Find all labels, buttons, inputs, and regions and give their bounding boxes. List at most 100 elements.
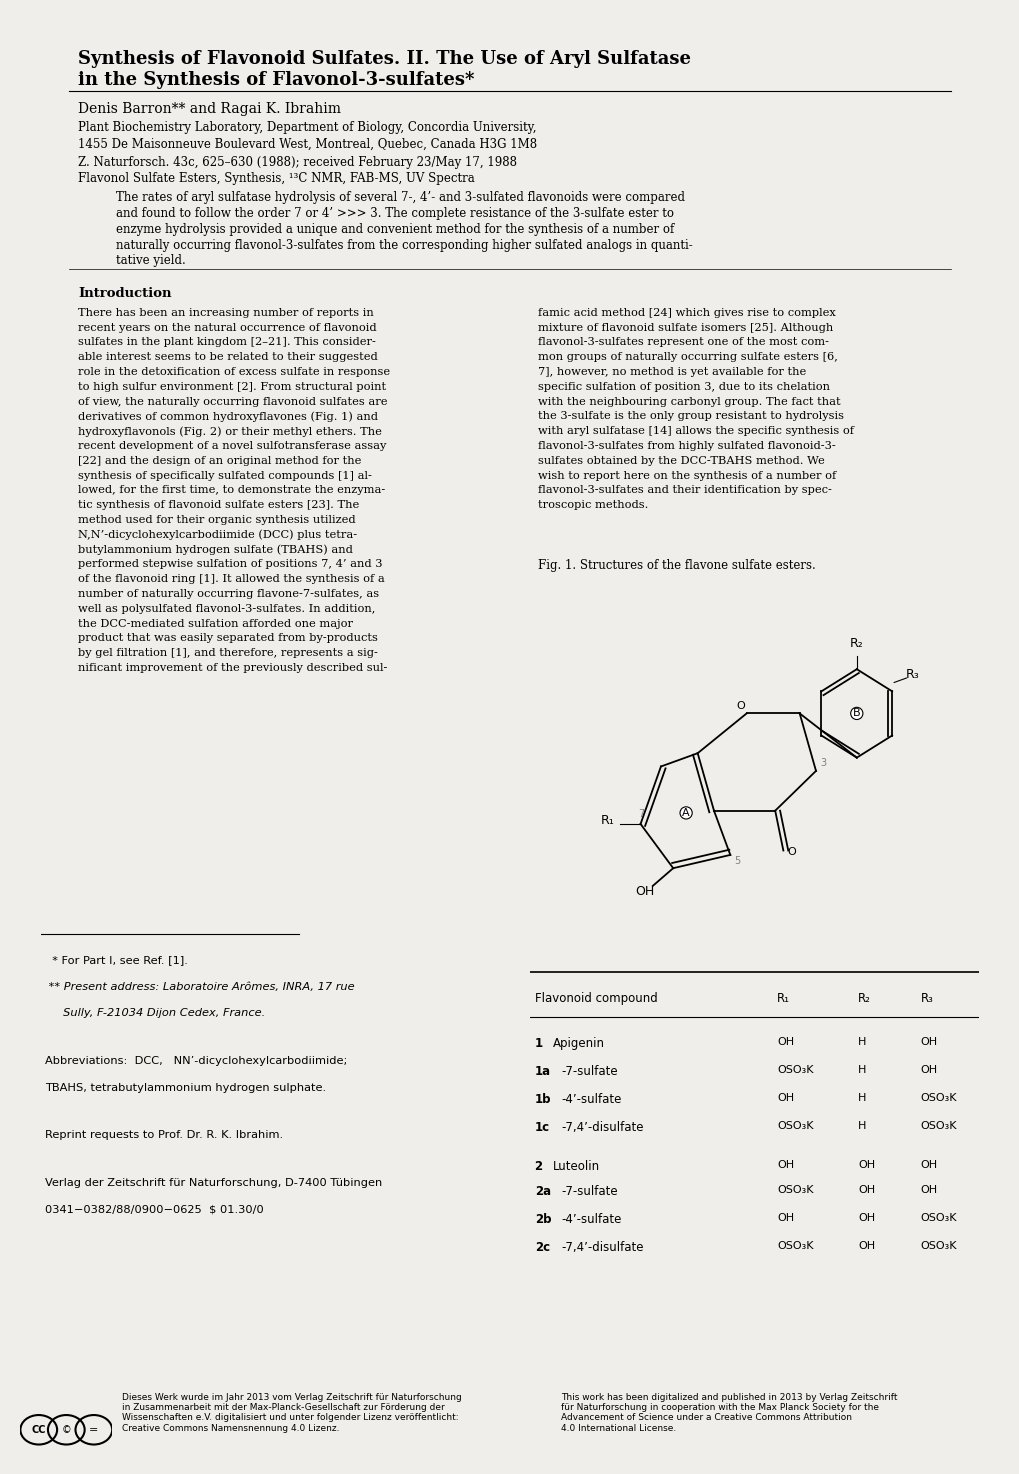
Text: =: = <box>89 1425 99 1434</box>
Text: R₂: R₂ <box>857 992 870 1005</box>
Text: OH: OH <box>857 1160 874 1170</box>
Text: Denis Barron** and Ragai K. Ibrahim: Denis Barron** and Ragai K. Ibrahim <box>78 102 341 116</box>
Text: hydroxyflavonols (Fig. 2) or their methyl ethers. The: hydroxyflavonols (Fig. 2) or their methy… <box>78 426 382 436</box>
Text: ©: © <box>61 1425 71 1434</box>
Text: Reprint requests to Prof. Dr. R. K. Ibrahim.: Reprint requests to Prof. Dr. R. K. Ibra… <box>46 1131 283 1141</box>
Text: ** Present address: Laboratoire Arômes, INRA, 17 rue: ** Present address: Laboratoire Arômes, … <box>46 982 355 992</box>
Text: OSO₃K: OSO₃K <box>920 1241 957 1251</box>
Text: Synthesis of Flavonoid Sulfates. II. The Use of Aryl Sulfatase: Synthesis of Flavonoid Sulfates. II. The… <box>78 50 691 68</box>
Text: -7,4’-disulfate: -7,4’-disulfate <box>561 1120 644 1134</box>
Text: 3: 3 <box>819 759 825 768</box>
Text: tic synthesis of flavonoid sulfate esters [23]. The: tic synthesis of flavonoid sulfate ester… <box>78 500 360 510</box>
Text: R₃: R₃ <box>920 992 932 1005</box>
Text: OSO₃K: OSO₃K <box>920 1120 957 1131</box>
Text: OH: OH <box>776 1092 794 1103</box>
Text: [22] and the design of an original method for the: [22] and the design of an original metho… <box>78 455 362 466</box>
Text: 7: 7 <box>638 809 644 820</box>
Text: with aryl sulfatase [14] allows the specific synthesis of: with aryl sulfatase [14] allows the spec… <box>538 426 853 436</box>
Text: -7,4’-disulfate: -7,4’-disulfate <box>561 1241 644 1254</box>
Text: derivatives of common hydroxyflavones (Fig. 1) and: derivatives of common hydroxyflavones (F… <box>78 411 378 422</box>
Text: the DCC-mediated sulfation afforded one major: the DCC-mediated sulfation afforded one … <box>78 619 353 628</box>
Text: The rates of aryl sulfatase hydrolysis of several 7-, 4’- and 3-sulfated flavono: The rates of aryl sulfatase hydrolysis o… <box>116 192 684 205</box>
Text: 1b: 1b <box>534 1092 551 1106</box>
Text: R₁: R₁ <box>600 814 614 827</box>
Text: 5: 5 <box>734 856 740 865</box>
Text: able interest seems to be related to their suggested: able interest seems to be related to the… <box>78 352 378 363</box>
Text: mon groups of naturally occurring sulfate esters [6,: mon groups of naturally occurring sulfat… <box>538 352 838 363</box>
Text: role in the detoxification of excess sulfate in response: role in the detoxification of excess sul… <box>78 367 390 377</box>
Text: Verlag der Zeitschrift für Naturforschung, D-7400 Tübingen: Verlag der Zeitschrift für Naturforschun… <box>46 1178 382 1188</box>
Text: Fig. 1. Structures of the flavone sulfate esters.: Fig. 1. Structures of the flavone sulfat… <box>538 559 815 572</box>
Text: OSO₃K: OSO₃K <box>776 1241 813 1251</box>
Text: number of naturally occurring flavone-7-sulfates, as: number of naturally occurring flavone-7-… <box>78 590 379 598</box>
Text: well as polysulfated flavonol-3-sulfates. In addition,: well as polysulfated flavonol-3-sulfates… <box>78 604 375 613</box>
Text: 2b: 2b <box>534 1213 551 1226</box>
Text: * For Part I, see Ref. [1].: * For Part I, see Ref. [1]. <box>46 955 189 965</box>
Text: synthesis of specifically sulfated compounds [1] al-: synthesis of specifically sulfated compo… <box>78 470 372 481</box>
Text: recent years on the natural occurrence of flavonoid: recent years on the natural occurrence o… <box>78 323 377 333</box>
Text: flavonol-3-sulfates from highly sulfated flavonoid-3-: flavonol-3-sulfates from highly sulfated… <box>538 441 836 451</box>
Text: Luteolin: Luteolin <box>552 1160 599 1173</box>
Text: wish to report here on the synthesis of a number of: wish to report here on the synthesis of … <box>538 470 836 481</box>
Text: This work has been digitalized and published in 2013 by Verlag Zeitschrift
für N: This work has been digitalized and publi… <box>560 1393 897 1433</box>
Text: OH: OH <box>857 1241 874 1251</box>
Text: Z. Naturforsch. 43c, 625–630 (1988); received February 23/May 17, 1988: Z. Naturforsch. 43c, 625–630 (1988); rec… <box>78 156 517 168</box>
Text: OH: OH <box>920 1185 937 1195</box>
Text: OSO₃K: OSO₃K <box>776 1185 813 1195</box>
Text: recent development of a novel sulfotransferase assay: recent development of a novel sulfotrans… <box>78 441 386 451</box>
Text: 2c: 2c <box>534 1241 549 1254</box>
Text: method used for their organic synthesis utilized: method used for their organic synthesis … <box>78 514 356 525</box>
Text: lowed, for the first time, to demonstrate the enzyma-: lowed, for the first time, to demonstrat… <box>78 485 385 495</box>
Text: in the Synthesis of Flavonol-3-sulfates*: in the Synthesis of Flavonol-3-sulfates* <box>78 71 474 88</box>
Text: OH: OH <box>920 1064 937 1075</box>
Text: O: O <box>736 702 744 710</box>
Text: O: O <box>787 848 795 856</box>
Text: Flavonoid compound: Flavonoid compound <box>534 992 657 1005</box>
Text: -4’-sulfate: -4’-sulfate <box>561 1092 622 1106</box>
Text: by gel filtration [1], and therefore, represents a sig-: by gel filtration [1], and therefore, re… <box>78 649 378 659</box>
Text: H: H <box>857 1120 865 1131</box>
Text: 2: 2 <box>534 1160 546 1173</box>
Text: OH: OH <box>635 884 653 898</box>
Text: famic acid method [24] which gives rise to complex: famic acid method [24] which gives rise … <box>538 308 836 318</box>
Text: OH: OH <box>920 1036 937 1047</box>
Text: of view, the naturally occurring flavonoid sulfates are: of view, the naturally occurring flavono… <box>78 397 387 407</box>
Text: H: H <box>857 1036 865 1047</box>
Text: OH: OH <box>776 1213 794 1223</box>
Text: TBAHS, tetrabutylammonium hydrogen sulphate.: TBAHS, tetrabutylammonium hydrogen sulph… <box>46 1082 326 1092</box>
Text: tative yield.: tative yield. <box>116 255 185 267</box>
Text: nificant improvement of the previously described sul-: nificant improvement of the previously d… <box>78 663 387 674</box>
Text: H: H <box>857 1092 865 1103</box>
Text: 1: 1 <box>534 1036 546 1049</box>
Text: sulfates obtained by the DCC-TBAHS method. We: sulfates obtained by the DCC-TBAHS metho… <box>538 455 824 466</box>
Text: 1455 De Maisonneuve Boulevard West, Montreal, Quebec, Canada H3G 1M8: 1455 De Maisonneuve Boulevard West, Mont… <box>78 137 537 150</box>
Text: OSO₃K: OSO₃K <box>920 1213 957 1223</box>
Text: OSO₃K: OSO₃K <box>776 1064 813 1075</box>
Text: 2a: 2a <box>534 1185 550 1198</box>
Text: butylammonium hydrogen sulfate (TBAHS) and: butylammonium hydrogen sulfate (TBAHS) a… <box>78 544 353 556</box>
Text: N,N’-dicyclohexylcarbodiimide (DCC) plus tetra-: N,N’-dicyclohexylcarbodiimide (DCC) plus… <box>78 529 357 541</box>
Text: Dieses Werk wurde im Jahr 2013 vom Verlag Zeitschrift für Naturforschung
in Zusa: Dieses Werk wurde im Jahr 2013 vom Verla… <box>122 1393 462 1433</box>
Text: enzyme hydrolysis provided a unique and convenient method for the synthesis of a: enzyme hydrolysis provided a unique and … <box>116 223 674 236</box>
Text: 1a: 1a <box>534 1064 550 1077</box>
Text: the 3-sulfate is the only group resistant to hydrolysis: the 3-sulfate is the only group resistan… <box>538 411 844 422</box>
Text: mixture of flavonoid sulfate isomers [25]. Although: mixture of flavonoid sulfate isomers [25… <box>538 323 833 333</box>
Text: OH: OH <box>857 1185 874 1195</box>
Text: flavonol-3-sulfates and their identification by spec-: flavonol-3-sulfates and their identifica… <box>538 485 832 495</box>
Text: and found to follow the order 7 or 4’ >>> 3. The complete resistance of the 3-su: and found to follow the order 7 or 4’ >>… <box>116 206 674 220</box>
Text: R₃: R₃ <box>905 668 918 681</box>
Text: -4’-sulfate: -4’-sulfate <box>561 1213 622 1226</box>
Text: sulfates in the plant kingdom [2–21]. This consider-: sulfates in the plant kingdom [2–21]. Th… <box>78 338 376 348</box>
Text: performed stepwise sulfation of positions 7, 4’ and 3: performed stepwise sulfation of position… <box>78 560 382 569</box>
Text: -7-sulfate: -7-sulfate <box>561 1064 618 1077</box>
Text: 7], however, no method is yet available for the: 7], however, no method is yet available … <box>538 367 806 377</box>
Text: OSO₃K: OSO₃K <box>920 1092 957 1103</box>
Text: specific sulfation of position 3, due to its chelation: specific sulfation of position 3, due to… <box>538 382 829 392</box>
Text: OH: OH <box>857 1213 874 1223</box>
Text: Abbreviations:  DCC,   NN’-dicyclohexylcarbodiimide;: Abbreviations: DCC, NN’-dicyclohexylcarb… <box>46 1055 347 1066</box>
Text: Plant Biochemistry Laboratory, Department of Biology, Concordia University,: Plant Biochemistry Laboratory, Departmen… <box>78 121 536 134</box>
Text: product that was easily separated from by-products: product that was easily separated from b… <box>78 634 378 644</box>
Text: to high sulfur environment [2]. From structural point: to high sulfur environment [2]. From str… <box>78 382 386 392</box>
Text: OSO₃K: OSO₃K <box>776 1120 813 1131</box>
Text: troscopic methods.: troscopic methods. <box>538 500 648 510</box>
